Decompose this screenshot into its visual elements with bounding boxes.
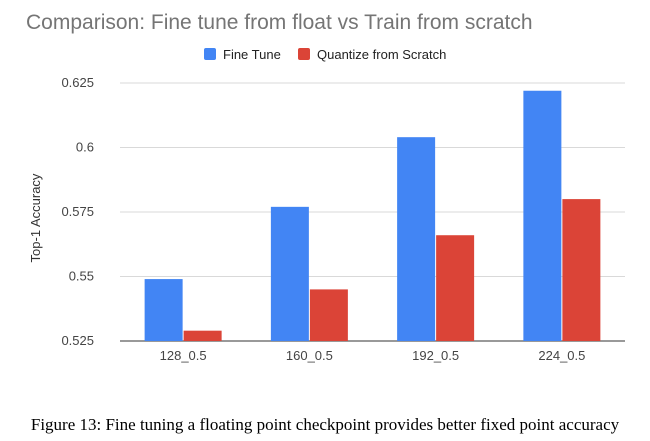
figure-caption: Figure 13: Fine tuning a floating point … — [30, 415, 620, 434]
y-tick-label: 0.625 — [61, 75, 94, 90]
bar-fine-tune-160_0.5 — [270, 206, 309, 341]
x-axis-ticks: 128_0.5 160_0.5 192_0.5 224_0.5 — [160, 348, 586, 363]
bar-quantize-from-scratch-192_0.5 — [436, 235, 475, 341]
x-tick-label: 192_0.5 — [412, 348, 459, 363]
y-tick-label: 0.55 — [69, 269, 94, 284]
bar-fine-tune-224_0.5 — [523, 90, 562, 342]
x-tick-label: 224_0.5 — [538, 348, 585, 363]
chart-title: Comparison: Fine tune from float vs Trai… — [26, 11, 533, 34]
bars — [144, 90, 601, 342]
legend-label-quantize-from-scratch: Quantize from Scratch — [317, 47, 446, 62]
y-tick-label: 0.575 — [61, 204, 94, 219]
legend-label-fine-tune: Fine Tune — [223, 47, 281, 62]
bar-quantize-from-scratch-224_0.5 — [562, 199, 601, 341]
bar-quantize-from-scratch-160_0.5 — [309, 289, 348, 341]
legend: Fine Tune Quantize from Scratch — [204, 47, 446, 62]
y-axis-title: Top-1 Accuracy — [28, 173, 43, 262]
x-tick-label: 160_0.5 — [286, 348, 333, 363]
legend-swatch-fine-tune — [204, 48, 216, 60]
bar-quantize-from-scratch-128_0.5 — [183, 330, 222, 341]
x-tick-label: 128_0.5 — [160, 348, 207, 363]
legend-swatch-quantize-from-scratch — [298, 48, 310, 60]
bar-fine-tune-192_0.5 — [397, 137, 436, 341]
bar-chart: Comparison: Fine tune from float vs Trai… — [26, 11, 625, 363]
y-tick-label: 0.6 — [76, 140, 94, 155]
bar-fine-tune-128_0.5 — [144, 279, 183, 341]
y-axis-ticks: 0.525 0.55 0.575 0.6 0.625 — [61, 75, 94, 348]
y-tick-label: 0.525 — [61, 333, 94, 348]
